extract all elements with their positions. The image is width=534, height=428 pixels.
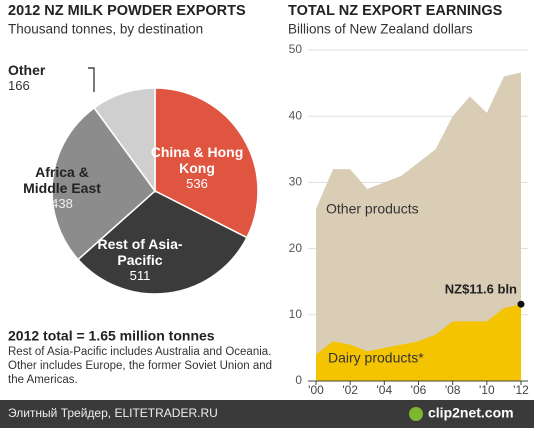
y-tick-label: 30 [289,175,303,189]
y-tick-label: 40 [289,108,303,122]
slice-value: 536 [186,176,208,191]
x-tick-label: '02 [342,383,358,397]
slice-label: Africa & Middle East 438 [12,164,112,212]
slice-label: China & Hong Kong 536 [147,144,247,192]
x-tick-label: '08 [445,383,461,397]
total-label: 2012 total = 1.65 million tonnes [8,328,215,344]
x-tick-label: '04 [377,383,393,397]
slice-value: 511 [129,268,151,283]
y-tick-label: 0 [295,373,302,387]
slice-value: 166 [8,78,30,93]
slice-name: China & Hong Kong [150,144,244,176]
slice-name: Other [8,62,46,78]
x-tick-label: '00 [308,383,324,397]
pie-title: 2012 NZ MILK POWDER EXPORTS [8,3,246,19]
area [316,72,521,382]
y-tick-label: 10 [289,307,303,321]
x-tick-label: '12 [513,383,529,397]
y-tick-label: 20 [289,241,303,255]
pie-subtitle: Thousand tonnes, by destination [8,22,203,37]
slice-name: Rest of Asia-Pacific [97,236,183,268]
slice-label: Rest of Asia-Pacific 511 [90,236,190,284]
footer-source: Элитный Трейдер, ELITETRADER.RU [8,406,218,420]
area-title: TOTAL NZ EXPORT EARNINGS [288,3,503,19]
footer-brand: clip2net.com [428,405,514,421]
leader-line [88,67,95,92]
x-tick-label: '10 [479,383,495,397]
series-label: Dairy products* [328,350,424,366]
brand-icon [409,407,423,421]
slice-label: Other 166 [8,62,68,94]
footer-bar [0,400,534,428]
series-label: Other products [326,201,419,217]
pie-note: Rest of Asia-Pacific includes Australia … [8,346,273,386]
pie-slice [93,87,156,194]
area-subtitle: Billions of New Zealand dollars [288,22,473,37]
slice-name: Africa & Middle East [23,164,101,196]
end-dot [517,300,525,308]
annotation: NZ$11.6 bln [445,282,517,297]
area [316,304,521,381]
pie-slice [51,106,157,261]
y-tick-label: 50 [289,42,303,56]
pie-slice [77,190,248,295]
x-tick-label: '06 [411,383,427,397]
pie-slice [154,87,259,239]
slice-value: 438 [51,196,73,211]
